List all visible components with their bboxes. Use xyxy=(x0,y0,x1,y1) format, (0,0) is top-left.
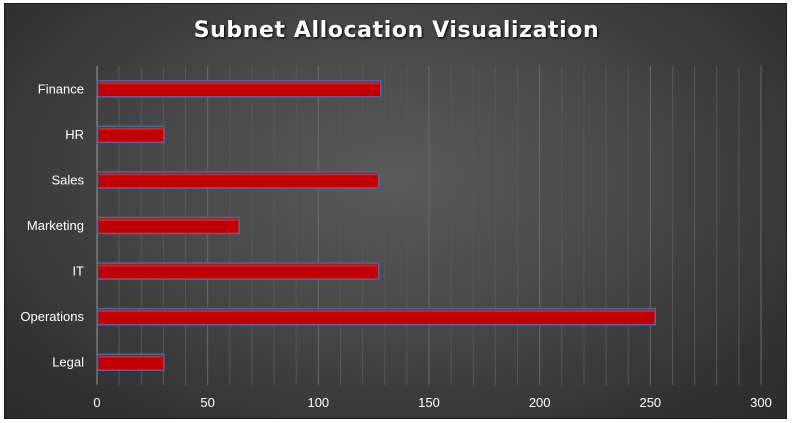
chart-title: Subnet Allocation Visualization xyxy=(193,18,600,43)
bar-highlight xyxy=(99,219,238,221)
category-labels: Finance HR Sales Marketing IT Operations Legal xyxy=(20,81,84,369)
bar-highlight xyxy=(99,264,378,267)
chart-area: Subnet Allocation Visualization Finance H… xyxy=(4,3,787,419)
bar-marketing xyxy=(96,216,240,235)
x-tick-label: 0 xyxy=(93,395,100,410)
bar xyxy=(96,262,380,280)
category-label: Finance xyxy=(38,81,84,96)
x-tick-label: 150 xyxy=(418,395,440,410)
bar xyxy=(96,307,657,326)
x-tick-label: 300 xyxy=(750,395,772,410)
bars xyxy=(96,80,657,371)
x-tick-label: 250 xyxy=(639,395,661,410)
x-tick-label: 200 xyxy=(529,395,551,410)
bar xyxy=(96,125,165,144)
bar-highlight xyxy=(99,355,163,358)
category-label: HR xyxy=(65,127,84,142)
category-label: Operations xyxy=(20,309,84,324)
bar-highlight xyxy=(99,82,380,85)
category-label: IT xyxy=(72,264,84,279)
category-label: Sales xyxy=(51,172,84,187)
bar-operations xyxy=(96,307,657,326)
x-tick-labels: 0 50 100 150 200 250 300 xyxy=(93,395,771,410)
bar-plot: Finance HR Sales Marketing IT Operations Legal… xyxy=(20,66,772,410)
x-tick-label: 100 xyxy=(307,395,329,410)
bar-finance xyxy=(96,80,382,98)
gridlines xyxy=(118,66,762,385)
bar xyxy=(96,80,382,98)
category-label: Marketing xyxy=(27,218,84,233)
bar xyxy=(96,216,240,235)
bar-legal xyxy=(96,353,165,371)
bar xyxy=(96,171,380,189)
bar-it xyxy=(96,262,380,280)
category-label: Legal xyxy=(52,355,84,370)
bar-hr xyxy=(96,125,165,144)
x-tick-label: 50 xyxy=(200,395,214,410)
bar-sales xyxy=(96,171,380,189)
bar-highlight xyxy=(99,310,654,313)
bar-highlight xyxy=(99,173,378,176)
bar xyxy=(96,353,165,371)
bar-highlight xyxy=(99,127,163,130)
